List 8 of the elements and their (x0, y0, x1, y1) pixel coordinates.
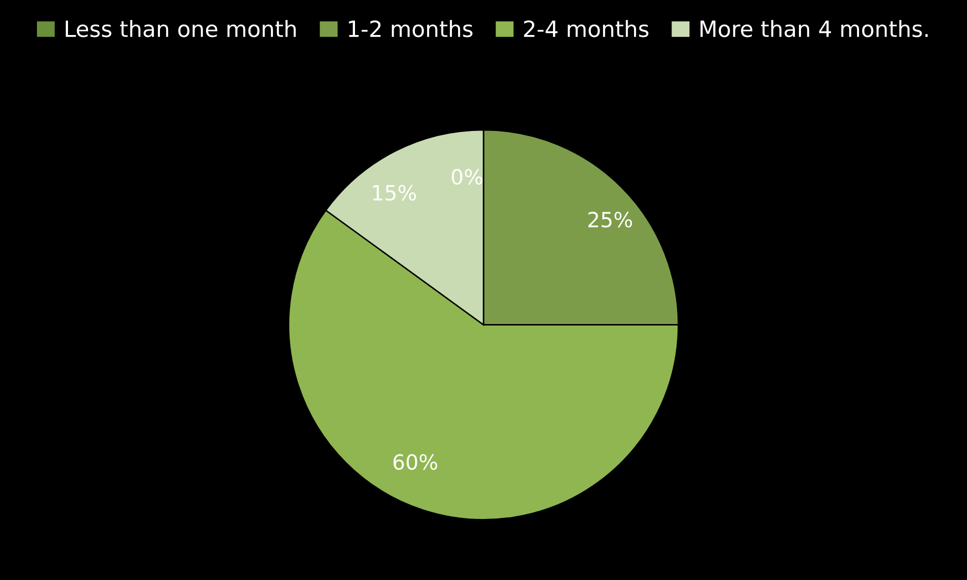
legend-label: More than 4 months. (700, 20, 928, 38)
text: 0% (452, 168, 482, 185)
data-label: 15% (373, 184, 416, 201)
legend-label: 2-4 months (524, 20, 648, 38)
legend-label: Less than one month (66, 20, 296, 38)
legend-label: 1-2 months (348, 20, 472, 38)
data-label: 60% (393, 454, 438, 470)
data-label: 25% (588, 212, 632, 228)
